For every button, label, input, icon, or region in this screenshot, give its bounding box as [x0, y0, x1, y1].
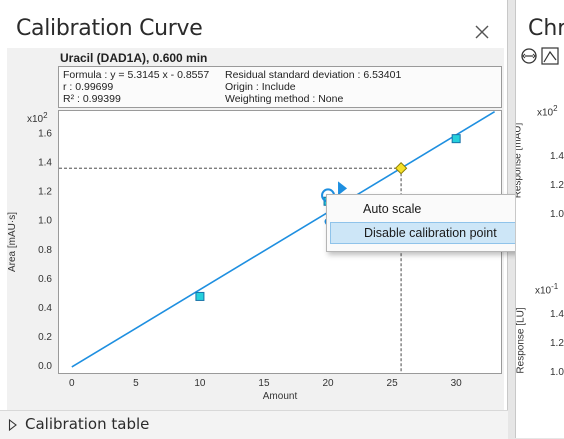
calibration-fit-line	[71, 111, 496, 368]
origin-text: Origin : Include	[225, 81, 296, 93]
x-tick-label: 20	[322, 378, 334, 389]
expand-triangle-icon	[8, 419, 17, 431]
y-tick-label: 1.4	[38, 157, 52, 168]
right-tick-2-0: 1.4	[550, 309, 564, 320]
right-tick-1-0: 1.4	[550, 151, 564, 162]
menu-item-disable-calibration-point[interactable]: Disable calibration point	[330, 222, 551, 244]
x-tick-label: 30	[451, 378, 463, 389]
y-tick-label: 0.2	[38, 332, 52, 343]
chromatogram-panel: Chro x102 1.4 1.2 1.0 Response [mAU] x10…	[515, 0, 564, 438]
cursor-diamond[interactable]	[394, 161, 408, 175]
y-tick-label: 0.0	[38, 361, 52, 372]
y-tick-label: 0.8	[38, 245, 52, 256]
close-icon[interactable]	[470, 20, 494, 44]
r2-text: R² : 0.99399	[63, 93, 121, 105]
compound-title: Uracil (DAD1A), 0.600 min	[60, 51, 208, 65]
chromatogram-title: Chro	[528, 16, 564, 41]
y-tick-label: 0.4	[38, 303, 52, 314]
x-tick-label: 15	[258, 378, 270, 389]
right-tick-1-2: 1.0	[550, 209, 564, 220]
x-axis-label: Amount	[263, 391, 298, 402]
formula-text: Formula : y = 5.3145 x - 0.8557	[63, 69, 210, 81]
right-multiplier-2: x10-1	[535, 282, 559, 297]
x-tick-label: 10	[194, 378, 206, 389]
weighting-text: Weighting method : None	[225, 93, 344, 105]
y-tick-label: 1.6	[38, 128, 52, 139]
rsd-text: Residual standard deviation : 6.53401	[225, 69, 402, 81]
zoom-fit-icon[interactable]	[521, 48, 537, 64]
menu-item-auto-scale[interactable]: Auto scale	[363, 202, 422, 216]
x-tick-label: 5	[133, 378, 139, 389]
regression-info-box: Formula : y = 5.3145 x - 0.8557 r : 0.99…	[58, 66, 502, 108]
point-arrow-icon	[338, 181, 348, 196]
right-tick-2-1: 1.2	[550, 338, 564, 349]
right-ylabel-2: Response [LU]	[515, 307, 527, 374]
r-text: r : 0.99699	[63, 81, 114, 93]
calibration-point[interactable]	[451, 134, 461, 144]
y-tick-label: 0.6	[38, 274, 52, 285]
right-tick-2-2: 1.0	[550, 367, 564, 378]
y-multiplier: x102	[27, 111, 48, 125]
x-tick-label: 25	[387, 378, 399, 389]
y-tick-label: 1.0	[38, 216, 52, 227]
calibration-table-expander[interactable]: Calibration table	[0, 410, 508, 439]
chromatogram-toolbar	[521, 47, 559, 65]
x-tick-label: 0	[69, 378, 75, 389]
edit-peaks-icon[interactable]	[541, 47, 559, 65]
y-axis-label: Area [mAU·s]	[7, 212, 18, 272]
y-tick-label: 1.2	[38, 187, 52, 198]
calibration-chart[interactable]: 0.0 0.2 0.4 0.6 0.8 1.0 1.2 1.4 1.6 0 5 10 15 20 25 30…	[0, 0, 508, 410]
right-ylabel-1: Response [mAU]	[515, 122, 524, 199]
calibration-table-label: Calibration table	[25, 415, 150, 433]
right-tick-1-1: 1.2	[550, 180, 564, 191]
panel-title: Calibration Curve	[16, 16, 203, 41]
right-multiplier-1: x102	[537, 104, 558, 119]
calibration-point[interactable]	[195, 291, 205, 301]
